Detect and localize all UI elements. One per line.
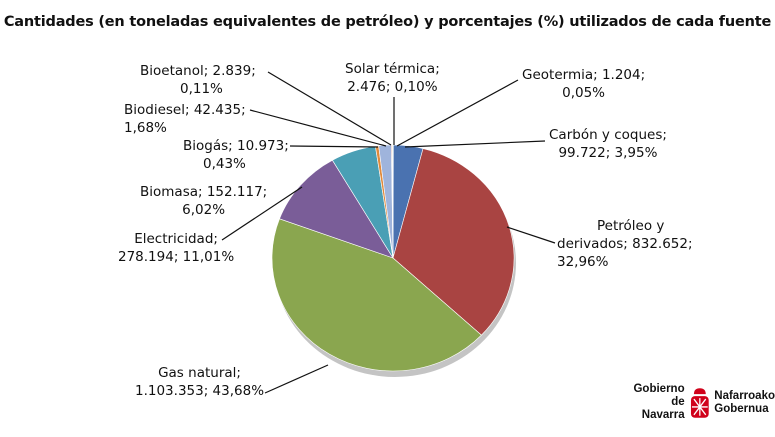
logo-text: de Navarra	[641, 396, 685, 421]
leader-petroleo	[506, 226, 556, 244]
label-biodiesel: Biodiesel; 42.435; 1,68%	[124, 102, 246, 136]
chart-title: Cantidades (en toneladas equivalentes de…	[3, 14, 772, 30]
logo-text: Nafarroako	[714, 389, 775, 402]
leader-bioetanol	[267, 71, 392, 146]
label-solar-termica: Solar térmica; 2.476; 0,10%	[345, 61, 440, 95]
label-bioetanol: Bioetanol; 2.839; 0,11%	[140, 63, 256, 97]
leader-gas	[264, 364, 329, 394]
leader-electricidad	[221, 186, 303, 241]
slice-gas-natural	[271, 218, 482, 372]
label-carbon: Carbón y coques; 99.722; 3,95%	[549, 127, 667, 161]
label-electricidad: Electricidad; 278.194; 11,01%	[118, 231, 235, 265]
label-biomasa: Biomasa; 152.117; 6,02%	[140, 184, 268, 218]
leader-lines	[221, 71, 556, 394]
navarra-shield-icon	[690, 387, 709, 418]
label-petroleo: Petróleo y derivados; 832.652; 32,96%	[557, 218, 693, 270]
label-biogas: Biogás; 10.973; 0,43%	[183, 138, 289, 172]
slice-electricidad	[279, 159, 394, 259]
logo-text: Gobierno	[633, 383, 685, 395]
leader-biogas	[289, 145, 379, 148]
slice-solar-t-rmica	[391, 144, 394, 259]
leader-carbon	[404, 140, 546, 148]
leader-biodiesel	[249, 109, 387, 147]
logo-text: Gobernua	[714, 402, 769, 415]
gobierno-de-navarra-logo: Gobierno de Navarra Nafarroako Gobernua	[626, 383, 775, 422]
leader-geotermia	[396, 79, 519, 147]
slice-petr-leo-y-derivados	[392, 148, 515, 336]
label-geotermia: Geotermia; 1.204; 0,05%	[522, 67, 646, 101]
label-gas-natural: Gas natural; 1.103.353; 43,68%	[135, 365, 265, 399]
